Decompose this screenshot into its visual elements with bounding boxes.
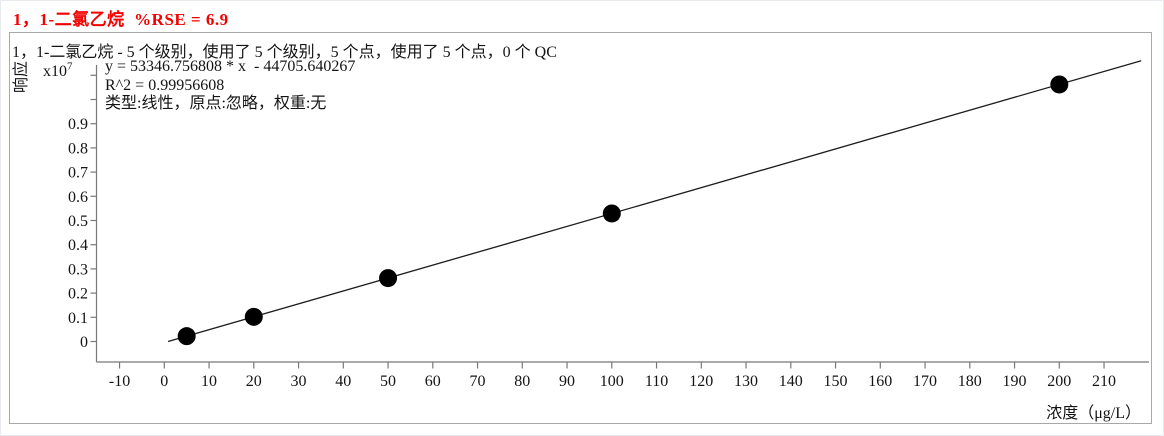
calibration-point[interactable]	[1050, 75, 1069, 94]
x-tick-label: 120	[689, 373, 713, 390]
chart-frame	[9, 32, 1152, 424]
x-tick-label: 40	[335, 373, 351, 390]
calibration-point[interactable]	[244, 307, 263, 326]
calibration-point[interactable]	[177, 327, 196, 346]
x-tick-label: 150	[824, 373, 848, 390]
y-tick-label: 0.4	[68, 237, 88, 254]
x-tick-label: 90	[559, 373, 575, 390]
x-tick-label: 30	[291, 373, 307, 390]
y-tick-label: 0.3	[68, 261, 88, 278]
x-tick-label: 20	[246, 373, 262, 390]
x-tick-label: 0	[160, 373, 168, 390]
x-tick-label: 80	[514, 373, 530, 390]
y-tick-label: 0.5	[68, 213, 88, 230]
regression-annotation: y = 53346.756808 * x - 44705.640267 R^2 …	[105, 58, 355, 114]
regression-line	[167, 60, 1142, 343]
x-tick-label: 110	[645, 373, 668, 390]
y-axis-multiplier-exponent: 7	[67, 60, 73, 73]
y-axis-multiplier-base: x10	[43, 63, 67, 80]
regression-equation: y = 53346.756808 * x - 44705.640267	[105, 58, 356, 75]
x-tick-label: 180	[958, 373, 982, 390]
x-axis-title: 浓度（μg/L）	[1046, 405, 1141, 422]
y-tick-label: 0.2	[68, 286, 88, 303]
calibration-point[interactable]	[602, 204, 621, 223]
y-tick-label: 0.6	[68, 189, 88, 206]
x-tick-label: 60	[425, 373, 441, 390]
y-tick-label: 0.8	[68, 140, 88, 157]
y-axis-multiplier: x107	[43, 60, 73, 81]
y-tick-label: 0.1	[68, 310, 88, 327]
x-tick-label: 160	[868, 373, 892, 390]
compound-title: 1，1-二氯乙烷 %RSE = 6.9	[13, 10, 229, 29]
x-tick-label: 70	[470, 373, 486, 390]
y-tick-label: 0.7	[68, 165, 88, 182]
fit-type-info: 类型:线性，原点:忽略，权重:无	[105, 95, 327, 112]
calibration-point[interactable]	[379, 269, 398, 288]
y-axis-title: 响应	[13, 61, 30, 94]
x-tick-label: 200	[1047, 373, 1071, 390]
x-tick-label: 210	[1092, 373, 1116, 390]
y-tick-label: 0.9	[68, 116, 88, 133]
y-tick-label: 0	[80, 334, 88, 351]
curve-summary-text: 1，1-二氯乙烷 - 5 个级别，使用了 5 个级别，5 个点，使用了 5 个点…	[12, 44, 557, 61]
x-tick-label: 170	[913, 373, 937, 390]
r-squared-value: R^2 = 0.99956608	[105, 76, 225, 94]
x-tick-label: 130	[734, 373, 758, 390]
x-tick-label: 10	[201, 373, 217, 390]
x-tick-label: 50	[380, 373, 396, 390]
x-tick-label: 100	[600, 373, 624, 390]
x-tick-label: -10	[109, 373, 130, 390]
x-tick-label: 140	[779, 373, 803, 390]
x-tick-label: 190	[1003, 373, 1027, 390]
